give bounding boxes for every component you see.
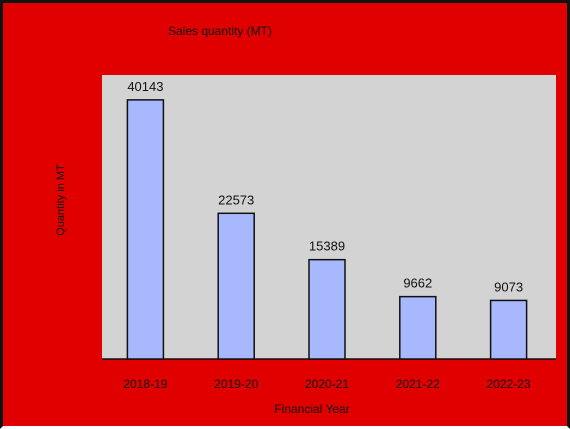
- chart-title: Sales quantity (MT): [168, 24, 272, 38]
- x-tick-label-2020-21: 2020-21: [305, 377, 349, 391]
- x-tick-label-2022-23: 2022-23: [487, 377, 531, 391]
- x-tick-label-2019-20: 2019-20: [214, 377, 258, 391]
- x-tick-label-2021-22: 2021-22: [396, 377, 440, 391]
- data-labels-group: 40143 22573 15389 9662 9073: [127, 79, 523, 295]
- x-tick-labels-group: 2018-19 2019-20 2020-21 2021-22 2022-23: [123, 377, 531, 391]
- x-axis-label: Financial Year: [274, 402, 349, 416]
- bar-2022-23: [489, 299, 528, 360]
- bar-2020-21: [308, 258, 346, 360]
- bar-2018-19: [126, 99, 165, 360]
- bars-group: [126, 99, 528, 360]
- y-axis-label: Quantity in MT: [55, 164, 67, 236]
- data-label-2019-20: 22573: [218, 192, 254, 207]
- x-tick-label-2018-19: 2018-19: [123, 377, 167, 391]
- data-label-2018-19: 40143: [127, 79, 163, 94]
- bar-2021-22: [399, 295, 437, 360]
- data-label-2020-21: 15389: [309, 239, 345, 254]
- data-label-2022-23: 9073: [494, 279, 523, 294]
- bar-2019-20: [217, 212, 255, 360]
- data-label-2021-22: 9662: [403, 276, 432, 291]
